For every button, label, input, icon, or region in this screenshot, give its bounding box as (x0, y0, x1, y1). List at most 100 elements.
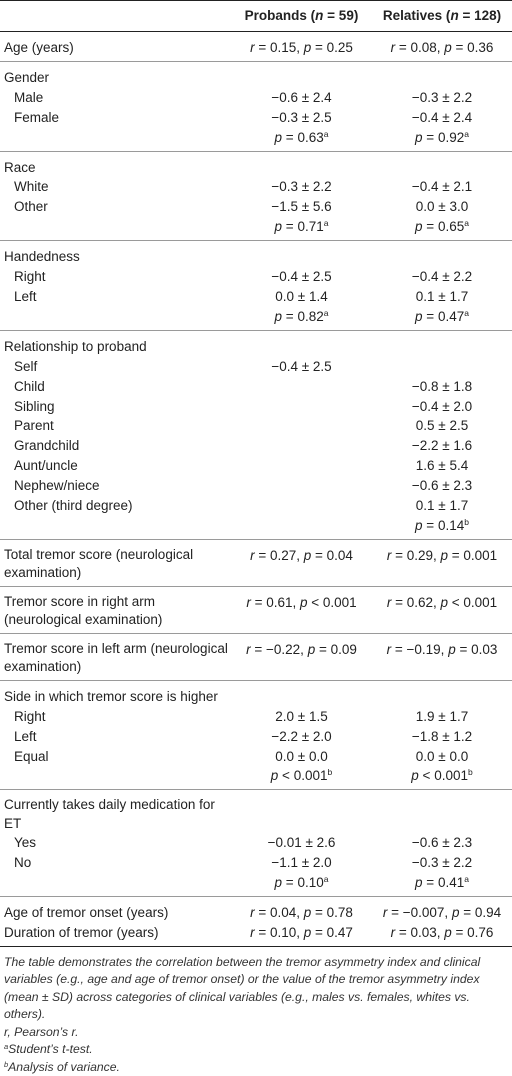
table-row: Race (0, 150, 512, 178)
row-label: Sibling (14, 398, 55, 414)
cell-value: p = 0.41a (415, 874, 469, 891)
table-row: Male −0.6 ± 2.4 −0.3 ± 2.2 (0, 88, 512, 108)
cell-value: −0.01 ± 2.6 (267, 835, 336, 851)
cell-value: −0.6 ± 2.4 (271, 89, 332, 105)
table-row: Yes −0.01 ± 2.6 −0.6 ± 2.3 (0, 833, 512, 853)
row-label: Age of tremor onset (years) (0, 896, 231, 923)
row-label: White (14, 179, 49, 195)
cell-value: r = −0.19, p = 0.03 (372, 632, 512, 681)
table-row: Total tremor score (neurological examina… (0, 538, 512, 587)
cell-value: −0.4 ± 2.0 (411, 398, 473, 414)
cell-value: p = 0.65a (415, 218, 469, 235)
cell-value: 2.0 ± 1.5 (275, 708, 328, 724)
table-row: Handedness (0, 240, 512, 268)
row-label: Tremor score in left arm (neurological e… (0, 632, 231, 681)
cell-value: 0.1 ± 1.7 (415, 288, 469, 304)
table-row: p = 0.63a p = 0.92a (0, 128, 512, 151)
footnote-r: r, Pearson’s r. (4, 1024, 79, 1039)
table-row: Side in which tremor score is higher (0, 679, 512, 707)
row-label: Race (0, 150, 231, 178)
row-label: Parent (14, 418, 54, 434)
table-row: Child −0.8 ± 1.8 (0, 377, 512, 397)
cell-value: r = 0.08, p = 0.36 (390, 40, 494, 55)
row-label: Other (third degree) (14, 498, 133, 514)
cell-value: r = 0.61, p < 0.001 (231, 585, 372, 634)
row-label: Equal (14, 748, 49, 764)
row-label: Right (14, 269, 46, 285)
cell-value: −0.8 ± 1.8 (411, 378, 473, 394)
cell-value: p = 0.10a (274, 874, 329, 891)
cell-value: −0.4 ± 2.5 (271, 269, 332, 285)
cell-value: p = 0.92a (415, 128, 469, 145)
table-row: p = 0.82a p = 0.47a (0, 307, 512, 330)
cell-value: −0.3 ± 2.2 (411, 89, 473, 105)
cell-value: r = −0.22, p = 0.09 (231, 632, 372, 681)
table-row: Gender (0, 60, 512, 88)
row-label: Nephew/niece (14, 478, 100, 494)
row-label: No (14, 855, 32, 871)
cell-value: p = 0.71a (274, 218, 329, 235)
cell-value: r = −0.007, p = 0.94 (372, 896, 512, 923)
cell-value: 0.1 ± 1.7 (415, 498, 469, 514)
table-footnotes: The table demonstrates the correlation b… (0, 945, 512, 1076)
footnote-a: aStudent’s t-test. (4, 1042, 93, 1057)
cell-value: p = 0.63a (274, 128, 329, 145)
cell-value: 0.5 ± 2.5 (415, 418, 469, 434)
cell-value: 0.0 ± 0.0 (275, 748, 328, 764)
table-row: Relationship to proband (0, 329, 512, 357)
row-label: Currently takes daily medication for ET (0, 789, 231, 834)
cell-value: −1.5 ± 5.6 (271, 199, 332, 215)
table-row: Self −0.4 ± 2.5 (0, 357, 512, 377)
cell-value: p < 0.001b (411, 767, 473, 784)
footnote-b: bAnalysis of variance. (4, 1059, 120, 1074)
table-row: White −0.3 ± 2.2 −0.4 ± 2.1 (0, 177, 512, 197)
cell-value: 1.9 ± 1.7 (415, 708, 469, 724)
table-row: Age (years) r = 0.15, p = 0.25 r = 0.08,… (0, 32, 512, 62)
footnote-main: The table demonstrates the correlation b… (4, 954, 481, 1022)
table-row: Other −1.5 ± 5.6 0.0 ± 3.0 (0, 197, 512, 217)
cell-value: r = 0.03, p = 0.76 (390, 925, 494, 940)
cell-value: p < 0.001b (270, 767, 333, 784)
row-label: Age (years) (4, 40, 74, 55)
cell-value: −0.4 ± 2.2 (411, 269, 473, 285)
cell-value: 0.0 ± 0.0 (415, 748, 469, 764)
table-row: Aunt/uncle 1.6 ± 5.4 (0, 456, 512, 476)
cell-value: r = 0.27, p = 0.04 (231, 538, 372, 587)
row-label: Left (14, 728, 37, 744)
row-label: Gender (0, 60, 231, 88)
cell-value: −1.1 ± 2.0 (271, 855, 332, 871)
row-label: Child (14, 378, 45, 394)
table-row: Tremor score in right arm (neurological … (0, 585, 512, 634)
cell-value: −0.3 ± 2.5 (271, 109, 332, 125)
table-row: Left −2.2 ± 2.0 −1.8 ± 1.2 (0, 727, 512, 747)
row-label: Aunt/uncle (14, 458, 78, 474)
header-probands: Probands (n = 59) (231, 0, 372, 32)
header-variable (0, 0, 231, 32)
row-label: Yes (14, 835, 37, 851)
cell-value: −2.2 ± 2.0 (271, 728, 332, 744)
cell-value: −0.4 ± 2.1 (411, 179, 473, 195)
data-table: Probands (n = 59) Relatives (n = 128) Ag… (0, 0, 512, 946)
row-label: Other (14, 199, 48, 215)
cell-value: r = 0.29, p = 0.001 (372, 538, 512, 587)
row-label: Relationship to proband (0, 329, 231, 357)
table-row: Grandchild −2.2 ± 1.6 (0, 436, 512, 456)
table-row: Currently takes daily medication for ET (0, 789, 512, 834)
row-label: Duration of tremor (years) (4, 925, 159, 940)
table-row: Nephew/niece −0.6 ± 2.3 (0, 476, 512, 496)
cell-value: r = 0.15, p = 0.25 (250, 40, 353, 55)
table-row: Right −0.4 ± 2.5 −0.4 ± 2.2 (0, 267, 512, 287)
table-row: Tremor score in left arm (neurological e… (0, 632, 512, 681)
cell-value: p = 0.47a (415, 307, 469, 324)
cell-value: −1.8 ± 1.2 (411, 728, 473, 744)
table-row: Duration of tremor (years) r = 0.10, p =… (0, 923, 512, 946)
cell-value: −0.3 ± 2.2 (271, 179, 332, 195)
cell-value: r = 0.62, p < 0.001 (372, 585, 512, 634)
cell-value: −2.2 ± 1.6 (411, 438, 473, 454)
cell-value: −0.4 ± 2.5 (271, 358, 332, 374)
table-row: Sibling −0.4 ± 2.0 (0, 397, 512, 417)
cell-value: −0.4 ± 2.4 (411, 109, 473, 125)
cell-value: −0.6 ± 2.3 (411, 835, 473, 851)
cell-value: p = 0.82a (274, 307, 329, 324)
